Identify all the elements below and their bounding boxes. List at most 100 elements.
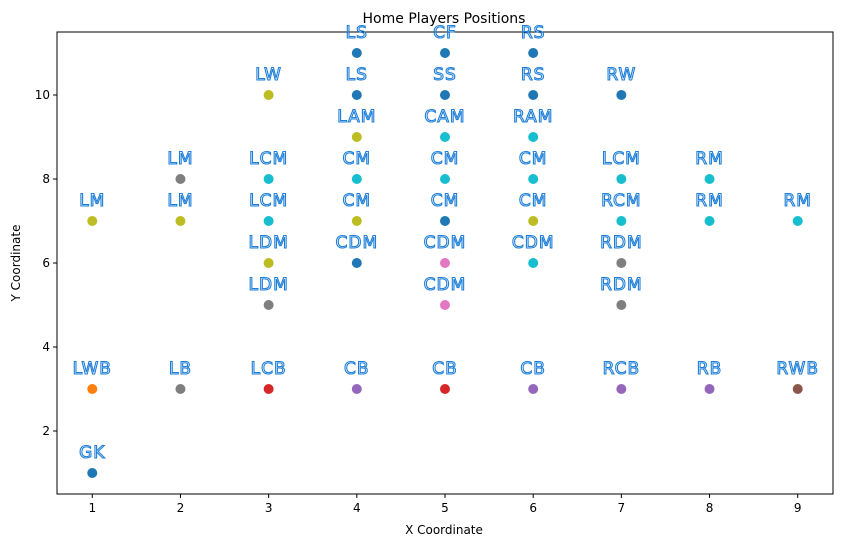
chart-title: Home Players Positions bbox=[363, 11, 526, 27]
position-label: RCB bbox=[603, 359, 641, 379]
y-axis-label: Y Coordinate bbox=[9, 225, 23, 303]
position-label: CM bbox=[519, 149, 548, 169]
position-label: CDM bbox=[424, 275, 467, 295]
position-label: SS bbox=[433, 65, 457, 85]
position-label: RCM bbox=[601, 191, 642, 211]
position-label: RW bbox=[606, 65, 636, 85]
data-point bbox=[351, 384, 362, 394]
data-point bbox=[704, 174, 715, 184]
position-label: CF bbox=[433, 23, 457, 43]
position-label: CM bbox=[343, 191, 372, 211]
position-label: LS bbox=[346, 23, 368, 43]
position-label: LW bbox=[255, 65, 282, 85]
data-point bbox=[616, 258, 627, 268]
x-axis-label: X Coordinate bbox=[405, 523, 483, 537]
data-point bbox=[440, 174, 450, 184]
data-point bbox=[351, 174, 362, 184]
data-point bbox=[87, 384, 98, 394]
data-point bbox=[528, 48, 539, 58]
position-label: LM bbox=[167, 149, 193, 169]
data-point bbox=[528, 90, 539, 100]
data-point bbox=[528, 174, 539, 184]
x-tick-label: 3 bbox=[265, 501, 273, 515]
position-label: LCM bbox=[602, 149, 641, 169]
data-point bbox=[440, 48, 450, 58]
position-label: RS bbox=[521, 23, 546, 43]
position-label: CDM bbox=[335, 233, 378, 253]
position-label: RM bbox=[695, 149, 723, 169]
data-point bbox=[440, 90, 450, 100]
x-tick-label: 1 bbox=[88, 501, 96, 515]
data-point bbox=[616, 300, 627, 310]
x-tick-label: 8 bbox=[706, 501, 714, 515]
x-axis: 1 2 3 4 5 6 7 8 9 bbox=[88, 494, 802, 515]
position-label: RM bbox=[695, 191, 723, 211]
position-label: LCM bbox=[249, 191, 288, 211]
position-label: LCM bbox=[249, 149, 288, 169]
position-label: LM bbox=[167, 191, 193, 211]
position-label: RWB bbox=[776, 359, 819, 379]
data-point bbox=[263, 258, 274, 268]
position-label: LWB bbox=[73, 359, 112, 379]
position-label: LAM bbox=[337, 107, 376, 127]
position-label: RDM bbox=[600, 275, 643, 295]
position-label: CM bbox=[519, 191, 548, 211]
data-point bbox=[792, 384, 803, 394]
data-point bbox=[263, 384, 274, 394]
data-point bbox=[616, 174, 627, 184]
x-tick-label: 6 bbox=[529, 501, 537, 515]
y-tick-label: 6 bbox=[42, 256, 50, 270]
data-point bbox=[616, 90, 627, 100]
data-point bbox=[175, 216, 186, 226]
data-point bbox=[440, 300, 450, 310]
data-point bbox=[528, 258, 539, 268]
x-tick-label: 4 bbox=[353, 501, 361, 515]
position-label: LDM bbox=[249, 233, 289, 253]
position-label: CDM bbox=[512, 233, 555, 253]
position-label: GK bbox=[79, 443, 105, 463]
x-tick-label: 2 bbox=[177, 501, 185, 515]
position-label: LB bbox=[169, 359, 192, 379]
position-label: CB bbox=[344, 359, 370, 379]
data-point bbox=[263, 216, 274, 226]
data-point bbox=[263, 300, 274, 310]
position-label: CB bbox=[520, 359, 546, 379]
data-point bbox=[87, 216, 98, 226]
position-label: CAM bbox=[424, 107, 465, 127]
data-point bbox=[351, 90, 362, 100]
data-point bbox=[528, 132, 539, 142]
x-tick-label: 7 bbox=[618, 501, 626, 515]
data-point bbox=[704, 384, 715, 394]
position-label: LM bbox=[79, 191, 105, 211]
position-label: CM bbox=[431, 149, 460, 169]
data-point bbox=[351, 216, 362, 226]
position-label: CDM bbox=[424, 233, 467, 253]
data-point bbox=[87, 468, 98, 478]
data-point bbox=[440, 384, 450, 394]
position-label: RAM bbox=[513, 107, 553, 127]
y-tick-label: 10 bbox=[35, 88, 50, 102]
data-point bbox=[704, 216, 715, 226]
position-label: RDM bbox=[600, 233, 643, 253]
y-tick-label: 4 bbox=[42, 340, 50, 354]
data-point bbox=[263, 90, 274, 100]
position-label: CM bbox=[431, 191, 460, 211]
data-point bbox=[616, 216, 627, 226]
x-tick-label: 5 bbox=[441, 501, 449, 515]
position-label: CM bbox=[343, 149, 372, 169]
data-point bbox=[528, 384, 539, 394]
y-tick-label: 8 bbox=[42, 172, 50, 186]
data-point bbox=[528, 216, 539, 226]
x-tick-label: 9 bbox=[794, 501, 802, 515]
data-point bbox=[175, 384, 186, 394]
position-label: LS bbox=[346, 65, 368, 85]
data-point bbox=[440, 216, 450, 226]
data-point bbox=[175, 174, 186, 184]
position-label: CB bbox=[432, 359, 458, 379]
data-point bbox=[351, 48, 362, 58]
position-label: LDM bbox=[249, 275, 289, 295]
position-label: RM bbox=[783, 191, 811, 211]
position-label: LCB bbox=[251, 359, 287, 379]
data-point bbox=[440, 258, 450, 268]
